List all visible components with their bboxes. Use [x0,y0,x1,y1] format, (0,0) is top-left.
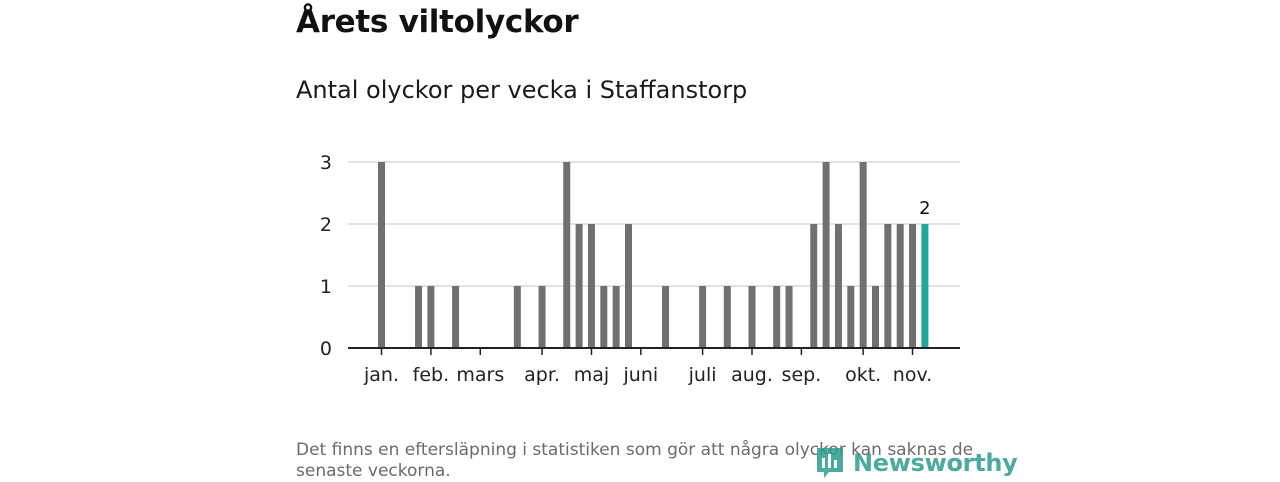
bar [847,286,855,348]
bars [378,162,929,348]
bar [625,224,632,348]
bar [699,286,707,348]
bar [872,286,879,348]
bar [834,224,842,348]
bar [909,224,917,348]
y-axis-labels: 0 1 2 3 [320,152,332,360]
gridlines [348,161,960,287]
x-tick-label: juli [688,364,717,386]
x-axis-labels: jan. feb. mars apr. maj juni juli aug. sep. okt. n… [363,364,932,386]
bar [563,162,571,348]
last-value-label: 2 [919,198,930,219]
x-tick-label: mars [456,364,504,386]
x-tick-label: aug. [731,364,773,386]
bar-highlight [921,224,929,348]
x-tick-label: okt. [845,364,881,386]
footnote: Det finns en eftersläpning i statistiken… [296,440,974,481]
bar [587,224,595,348]
y-tick-label: 1 [320,276,332,298]
newsworthy-logo-text: Newsworthy [853,449,1018,477]
bar [662,286,670,348]
bar [612,286,620,348]
bar [513,286,521,348]
x-tick-label: juni [623,364,659,386]
bar [822,162,830,348]
y-tick-label: 0 [320,338,332,360]
x-tick-label: jan. [363,364,399,386]
bar [884,224,892,348]
x-tick-label: nov. [893,364,932,386]
x-tick-label: apr. [524,364,560,386]
bar [748,286,756,348]
bar [600,286,608,348]
bar [896,224,904,348]
newsworthy-logo-icon [817,448,843,478]
chart-title: Årets viltolyckor [296,4,579,40]
y-tick-label: 2 [320,214,332,236]
bar [538,286,546,348]
newsworthy-logo: Newsworthy [815,446,1018,480]
x-tick-label: sep. [782,364,822,386]
bar [378,162,385,348]
y-tick-label: 3 [320,152,332,174]
x-axis-ticks [380,348,914,355]
bar [415,286,423,348]
bar [452,286,460,348]
bar [723,286,731,348]
x-tick-label: feb. [413,364,449,386]
chart-subtitle: Antal olyckor per vecka i Staffanstorp [296,76,748,104]
bar [575,224,583,348]
bar [859,162,867,348]
bar [785,286,793,348]
bar [810,224,818,348]
bar [773,286,781,348]
bar [427,286,435,348]
x-tick-label: maj [574,364,609,386]
